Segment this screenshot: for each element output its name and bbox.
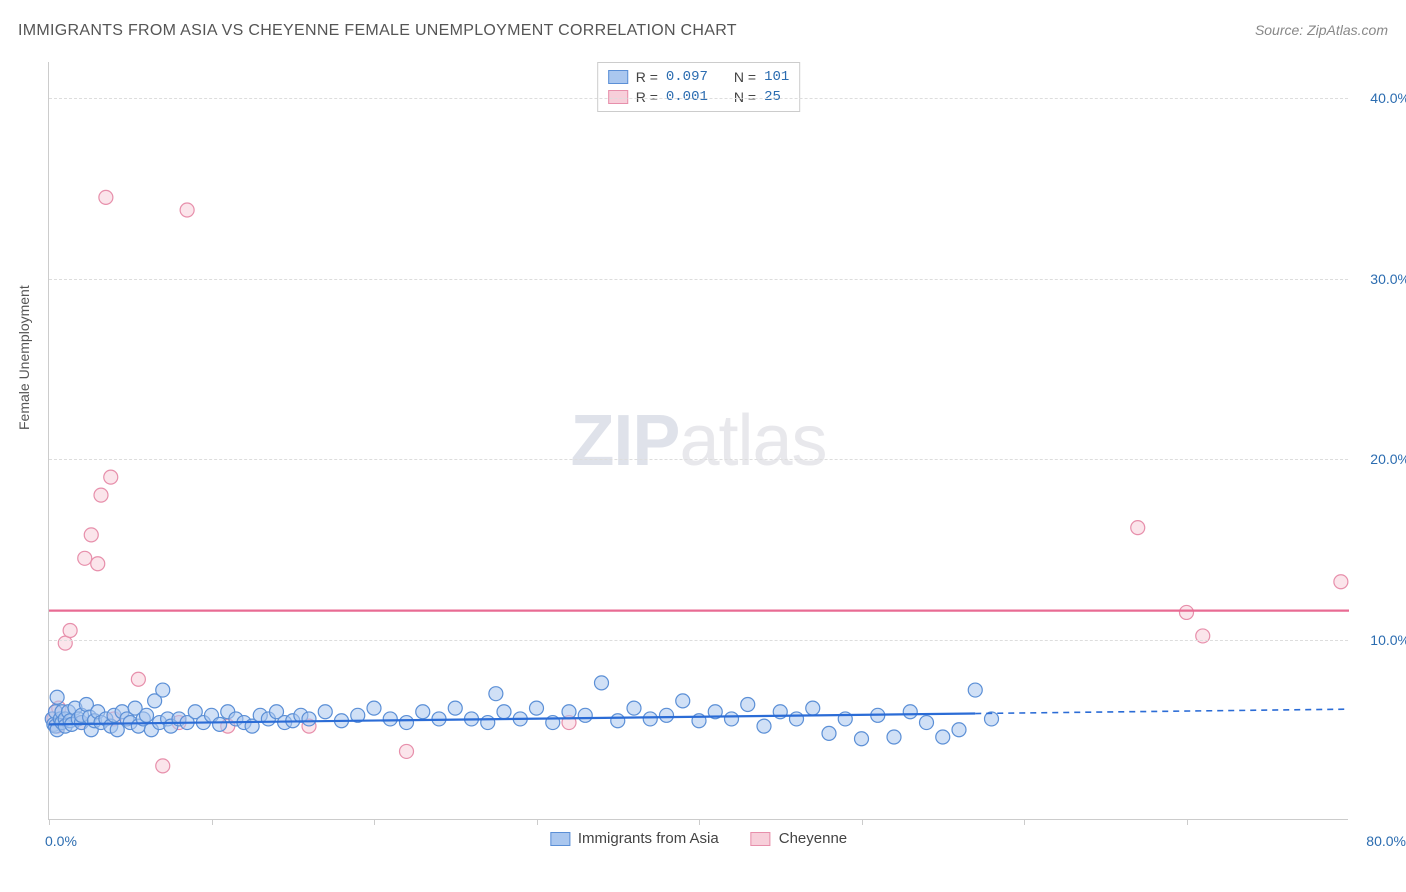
x-tick [862,819,863,825]
scatter-svg [49,62,1348,819]
legend-swatch-pink [751,832,771,846]
data-point [302,712,316,726]
x-tick [1024,819,1025,825]
x-tick [699,819,700,825]
data-point [58,636,72,650]
y-tick-label: 40.0% [1370,90,1406,106]
legend-item-blue: Immigrants from Asia [550,830,719,847]
data-point [578,708,592,722]
y-tick-label: 20.0% [1370,451,1406,467]
data-point [790,712,804,726]
data-point [318,705,332,719]
x-tick [49,819,50,825]
data-point [936,730,950,744]
data-point [855,732,869,746]
data-point [481,716,495,730]
data-point [660,708,674,722]
data-point [99,190,113,204]
data-point [952,723,966,737]
data-point [1196,629,1210,643]
data-point [110,723,124,737]
data-point [489,687,503,701]
data-point [530,701,544,715]
chart-title: IMMIGRANTS FROM ASIA VS CHEYENNE FEMALE … [18,22,737,40]
data-point [595,676,609,690]
data-point [903,705,917,719]
data-point [400,744,414,758]
data-point [63,624,77,638]
data-point [725,712,739,726]
data-point [643,712,657,726]
gridline [49,279,1348,280]
source-attribution: Source: ZipAtlas.com [1255,22,1388,40]
data-point [213,717,227,731]
y-tick-label: 30.0% [1370,271,1406,287]
data-point [741,697,755,711]
source-prefix: Source: [1255,22,1307,38]
y-tick-label: 10.0% [1370,632,1406,648]
x-tick-label-max: 80.0% [1366,833,1406,849]
data-point [104,470,118,484]
data-point [562,705,576,719]
data-point [156,759,170,773]
data-point [676,694,690,708]
y-axis-title: Female Unemployment [16,285,32,430]
data-point [611,714,625,728]
data-point [180,203,194,217]
source-name: ZipAtlas.com [1307,22,1388,38]
data-point [887,730,901,744]
data-point [822,726,836,740]
data-point [156,683,170,697]
data-point [131,672,145,686]
data-point [400,716,414,730]
x-tick-label-min: 0.0% [45,833,77,849]
data-point [1131,521,1145,535]
regression-line [975,709,1349,713]
legend-item-pink: Cheyenne [751,830,847,847]
data-point [50,690,64,704]
data-point [78,551,92,565]
series-legend: Immigrants from Asia Cheyenne [550,830,847,847]
data-point [497,705,511,719]
legend-label-blue: Immigrants from Asia [578,830,719,847]
data-point [367,701,381,715]
data-point [968,683,982,697]
data-point [920,716,934,730]
data-point [383,712,397,726]
gridline [49,459,1348,460]
data-point [140,708,154,722]
data-point [757,719,771,733]
data-point [448,701,462,715]
gridline [49,640,1348,641]
legend-label-pink: Cheyenne [779,830,847,847]
data-point [1334,575,1348,589]
data-point [806,701,820,715]
x-tick [374,819,375,825]
x-tick [212,819,213,825]
x-tick [537,819,538,825]
plot-area: ZIPatlas R = 0.097 N = 101 R = 0.001 N =… [48,62,1348,820]
data-point [627,701,641,715]
data-point [91,557,105,571]
gridline [49,98,1348,99]
data-point [84,528,98,542]
legend-swatch-blue [550,832,570,846]
x-tick [1187,819,1188,825]
data-point [94,488,108,502]
data-point [416,705,430,719]
data-point [1180,605,1194,619]
